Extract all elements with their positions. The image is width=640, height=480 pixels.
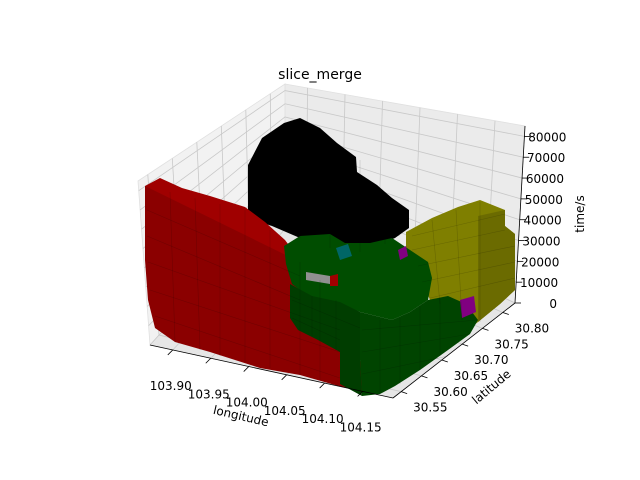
voxel-edge-26 [421,261,516,283]
voxel-edge-5 [169,191,176,343]
y-tick-4 [482,327,489,331]
voxel-edges [146,124,516,394]
green-top [284,234,432,320]
voxel-edge-13 [361,333,471,353]
y-tick-label-2: 30.65 [454,369,488,383]
region-red [145,178,362,392]
voxel-edge-31 [249,179,409,223]
voxel-edge-19 [291,299,361,329]
z-axis-line [514,125,526,304]
x-tick-label-4: 104.10 [302,412,344,426]
voxel-edge-24 [411,229,506,251]
olive-shade [478,210,515,322]
z-tick-label-5: 50000 [525,193,563,207]
x-tick-4 [319,382,325,389]
voxel-edge-20 [291,317,341,341]
voxel-edge-32 [251,197,401,237]
x-tick-label-1: 103.95 [188,387,230,401]
red-front [145,186,362,392]
black-top [248,118,409,253]
green-front [290,284,362,396]
x-tick-label-3: 104.05 [264,404,306,418]
y-tick-0 [401,391,408,395]
teal-cell [336,244,352,260]
y-tick-3 [462,343,469,347]
x-tick-3 [281,374,287,381]
y-tick-label-1: 30.60 [433,385,467,399]
x-tick-label-0: 103.90 [150,379,192,393]
voxel-edge-25 [417,245,516,267]
voxel-edge-6 [194,197,201,351]
voxel-edge-29 [455,209,463,321]
purple-cell-1 [398,246,408,260]
y-tick-label-3: 30.70 [474,353,508,367]
y-tick-label-0: 30.55 [413,401,447,415]
z-tick-label-7: 70000 [527,151,565,165]
voxel-edge-0 [146,209,301,277]
purple-cell-2 [460,296,476,318]
z-tick-label-8: 80000 [528,130,566,144]
z-tick-label-0: 0 [549,297,557,311]
x-tick-2 [243,366,250,372]
green-right [360,296,478,396]
voxel-edge-3 [149,289,341,353]
y-tick-5 [502,312,509,315]
y-axis-line [392,302,516,399]
voxel-edge-12 [361,319,479,331]
voxel-edge-33 [263,149,357,171]
z-tick-label-2: 20000 [521,255,559,269]
x-tick-1 [205,357,212,364]
x-tick-label-5: 104.15 [340,420,382,434]
chart-title: slice_merge [278,67,362,83]
x-tick-5 [357,391,363,397]
y-tick-1 [421,375,428,379]
voxel-edge-1 [146,235,301,301]
x-tick-label-2: 104.00 [226,396,268,410]
z-tick-label-4: 40000 [524,214,562,228]
y-tick-label-5: 30.80 [515,322,549,336]
y-tick-2 [441,359,448,363]
voxel-edge-2 [147,261,341,331]
z-gridline-8 [138,90,525,191]
voxel-edge-27 [429,277,516,299]
voxel-regions [145,118,516,396]
region-black [248,118,409,253]
z-tick-label-6: 60000 [526,172,564,186]
z-gridline-7 [139,103,524,211]
y-tick-label-4: 30.75 [494,337,528,351]
voxel-edge-28 [431,219,441,305]
z-axis-label: time/s [573,195,587,232]
z-tick-label-3: 30000 [522,235,560,249]
red-cell-small [330,274,338,286]
voxel-edge-23 [411,213,506,237]
x-axis-line [149,344,394,399]
grey-cell [306,272,330,284]
z-tick-label-1: 10000 [520,276,558,290]
voxel-edge-14 [361,355,449,375]
region-green [284,234,478,396]
x-tick-0 [167,349,174,356]
voxel-edge-4 [154,315,341,379]
z-ticks: 0 10000 20000 30000 40000 50000 60000 70000 8000… [515,130,566,311]
